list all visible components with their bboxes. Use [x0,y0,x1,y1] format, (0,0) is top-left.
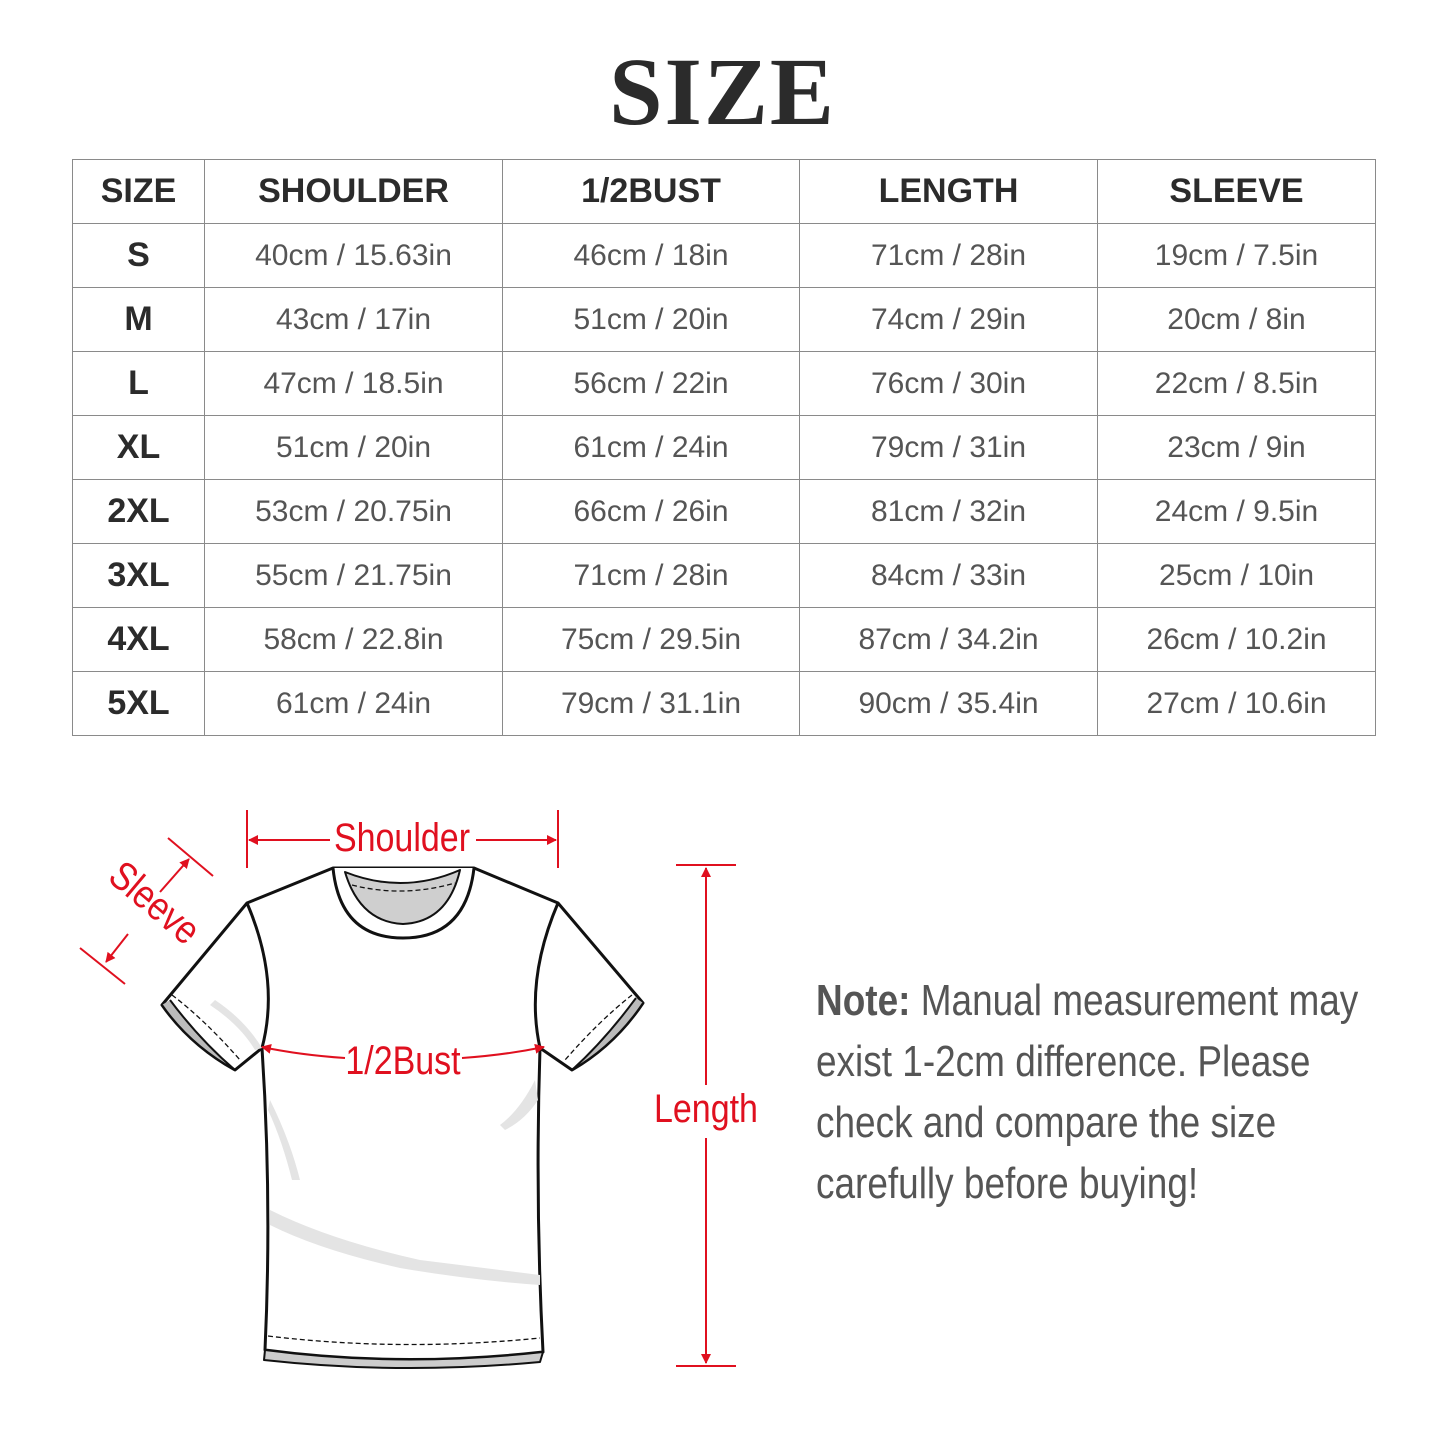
table-row: M 43cm / 17in 51cm / 20in 74cm / 29in 20cm /… [72,287,1376,352]
cell-size: 2XL [72,479,205,544]
table-row: 3XL 55cm / 21.75in 71cm / 28in 84cm / 33in 2… [72,543,1376,608]
cell-bust: 75cm / 29.5in [502,607,800,672]
cell-sleeve: 19cm / 7.5in [1097,223,1376,288]
table-row: 2XL 53cm / 20.75in 66cm / 26in 81cm / 32in 2… [72,479,1376,544]
header-sleeve: SLEEVE [1097,159,1376,224]
shoulder-label: Shoulder [334,814,470,859]
cell-bust: 66cm / 26in [502,479,800,544]
header-bust: 1/2BUST [502,159,800,224]
cell-length: 81cm / 32in [799,479,1098,544]
bust-label: 1/2Bust [345,1037,461,1082]
cell-shoulder: 47cm / 18.5in [204,351,503,416]
cell-size: 3XL [72,543,205,608]
sleeve-label: Sleeve [101,852,210,953]
cell-sleeve: 22cm / 8.5in [1097,351,1376,416]
page-title: SIZE [609,38,836,145]
length-label: Length [654,1085,758,1130]
note-label: Note: [816,976,911,1025]
cell-shoulder: 40cm / 15.63in [204,223,503,288]
cell-sleeve: 24cm / 9.5in [1097,479,1376,544]
header-size: SIZE [72,159,205,224]
table-header-row: SIZE SHOULDER 1/2BUST LENGTH SLEEVE [72,159,1376,224]
size-table: SIZE SHOULDER 1/2BUST LENGTH SLEEVE S 40c… [72,159,1376,736]
measurement-annotations [79,810,736,1367]
cell-shoulder: 51cm / 20in [204,415,503,480]
table-row: L 47cm / 18.5in 56cm / 22in 76cm / 30in 22cm… [72,351,1376,416]
cell-size: S [72,223,205,288]
header-length: LENGTH [799,159,1098,224]
cell-shoulder: 53cm / 20.75in [204,479,503,544]
cell-bust: 61cm / 24in [502,415,800,480]
cell-size: 5XL [72,671,205,736]
table-row: XL 51cm / 20in 61cm / 24in 79cm / 31in 23cm … [72,415,1376,480]
cell-length: 84cm / 33in [799,543,1098,608]
cell-shoulder: 43cm / 17in [204,287,503,352]
cell-sleeve: 23cm / 9in [1097,415,1376,480]
note-text: Note: Manual measurement may exist 1-2cm… [816,970,1404,1214]
cell-bust: 71cm / 28in [502,543,800,608]
cell-sleeve: 20cm / 8in [1097,287,1376,352]
cell-bust: 56cm / 22in [502,351,800,416]
cell-shoulder: 55cm / 21.75in [204,543,503,608]
cell-sleeve: 25cm / 10in [1097,543,1376,608]
cell-length: 74cm / 29in [799,287,1098,352]
cell-size: L [72,351,205,416]
cell-shoulder: 58cm / 22.8in [204,607,503,672]
cell-sleeve: 26cm / 10.2in [1097,607,1376,672]
cell-length: 90cm / 35.4in [799,671,1098,736]
table-row: 5XL 61cm / 24in 79cm / 31.1in 90cm / 35.4in… [72,671,1376,736]
cell-shoulder: 61cm / 24in [204,671,503,736]
cell-size: M [72,287,205,352]
cell-bust: 46cm / 18in [502,223,800,288]
tshirt-icon [160,866,645,1370]
cell-sleeve: 27cm / 10.6in [1097,671,1376,736]
cell-bust: 51cm / 20in [502,287,800,352]
table-row: S 40cm / 15.63in 46cm / 18in 71cm / 28in 19c… [72,223,1376,288]
note-body: Manual measurement may exist 1-2cm diffe… [816,976,1359,1208]
cell-size: 4XL [72,607,205,672]
cell-bust: 79cm / 31.1in [502,671,800,736]
cell-length: 79cm / 31in [799,415,1098,480]
cell-length: 76cm / 30in [799,351,1098,416]
